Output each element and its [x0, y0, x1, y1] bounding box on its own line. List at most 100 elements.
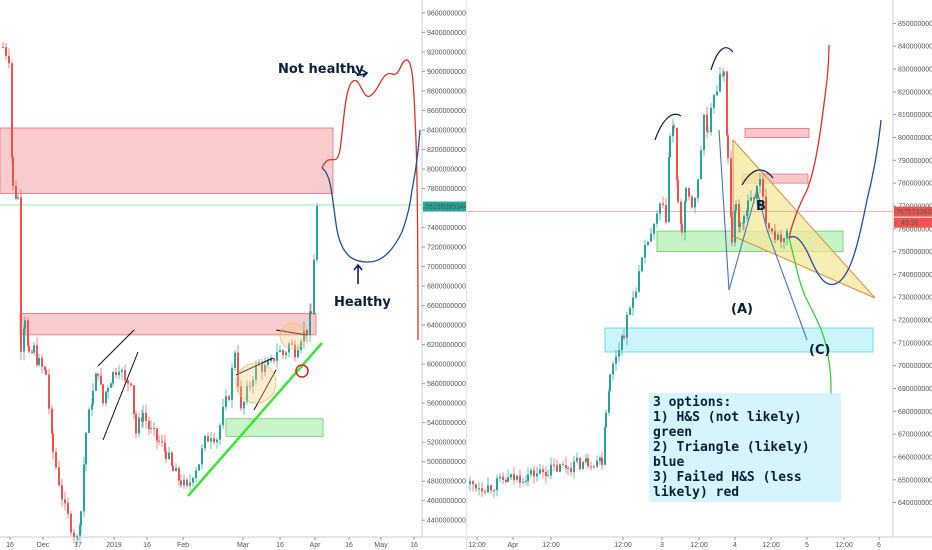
- candle-body: [612, 363, 614, 375]
- candle-body: [121, 370, 123, 372]
- candle-body: [765, 196, 767, 224]
- candle-body: [691, 196, 693, 208]
- options-note: 3 options: 1) H&S (not likely) green 2) …: [649, 393, 841, 502]
- candle-body: [316, 205, 318, 260]
- y-tick-label: 6200000000: [427, 342, 466, 349]
- candle-body: [726, 71, 728, 136]
- candle-body: [731, 216, 733, 243]
- x-tick-label: 4: [733, 542, 737, 549]
- y-tick-label: 7400000000: [427, 225, 466, 232]
- candle-body: [91, 404, 93, 410]
- candle-body: [33, 345, 35, 353]
- note-line-3: 2) Triangle (likely) blue: [653, 440, 810, 470]
- candle-body: [48, 374, 50, 409]
- candle-body: [688, 187, 690, 197]
- x-tick-label: 16: [345, 542, 353, 549]
- candle-body: [198, 464, 200, 471]
- candle-body: [207, 435, 209, 442]
- candle-body: [747, 200, 749, 212]
- candle-body: [599, 457, 601, 461]
- blue-triangle-path: [788, 119, 882, 286]
- last-price-label: 76757334310: [896, 209, 932, 216]
- candle-body: [681, 223, 683, 233]
- y-tick-label: 6400000000: [427, 323, 466, 330]
- candle-body: [783, 238, 785, 243]
- last-price-badge: [894, 206, 932, 217]
- candle-body: [219, 425, 221, 440]
- candle-body: [189, 482, 191, 486]
- y-tick-label: 8000000000: [427, 166, 466, 173]
- candle-body: [481, 488, 483, 492]
- candle-body: [135, 414, 137, 434]
- candle-body: [61, 485, 63, 500]
- candle-body: [252, 379, 254, 387]
- note-line-4: 3) Failed H&S (less likely) red: [653, 470, 802, 500]
- candle-body: [621, 335, 623, 351]
- candle-body: [605, 412, 607, 428]
- y-tick-label: 8400000000: [427, 127, 466, 134]
- candle-body: [697, 179, 699, 198]
- candle-body: [20, 197, 22, 352]
- zone-rect: [604, 327, 874, 353]
- candle-body: [525, 480, 527, 482]
- candle-body: [36, 345, 38, 365]
- candle-body: [79, 525, 81, 537]
- x-tick-label: 12:00: [542, 542, 560, 549]
- y-tick-label: 4800000000: [427, 479, 466, 486]
- candle-body: [753, 197, 755, 199]
- y-tick-label: 7200000000: [898, 318, 932, 325]
- candle-body: [142, 412, 144, 422]
- candle-body: [76, 536, 78, 538]
- left-price-chart[interactable]: 4400000000 4600000000 4800000000 5000000000…: [0, 0, 466, 550]
- candle-body: [309, 311, 311, 336]
- x-tick-label: 12:00: [614, 542, 632, 549]
- head-arc: [710, 47, 734, 71]
- candle-body: [153, 427, 155, 429]
- y-tick-label: 8000000000: [898, 135, 932, 142]
- candle-body: [593, 466, 595, 468]
- candle-body: [282, 350, 284, 355]
- candle-body: [118, 371, 120, 376]
- y-tick-label: 7600000000: [898, 226, 932, 233]
- candle-body: [777, 234, 779, 240]
- zone-rect: [744, 127, 810, 138]
- x-tick-label: Mar: [237, 542, 250, 549]
- candle-body: [739, 222, 741, 227]
- candle-body: [270, 358, 272, 361]
- candle-body: [668, 156, 670, 223]
- shoulder-arc: [741, 169, 774, 186]
- candle-body: [51, 408, 53, 434]
- candle-body: [243, 401, 245, 409]
- y-tick-label: 7500000000: [898, 249, 932, 256]
- x-tick-label: Apr: [310, 542, 322, 549]
- y-tick-label: 5400000000: [427, 420, 466, 427]
- candle-body: [700, 150, 702, 180]
- x-tick-label: 5: [805, 542, 809, 549]
- candle-body: [249, 386, 251, 388]
- right-price-chart[interactable]: 6400000000650000000066000000006700000000…: [467, 0, 932, 550]
- y-tick-label: 7000000000: [898, 363, 932, 370]
- candle-body: [24, 320, 26, 329]
- candle-body: [216, 439, 218, 443]
- candle-body: [276, 351, 278, 361]
- candle-body: [576, 457, 578, 462]
- candle-body: [669, 136, 671, 157]
- right-chart-panel[interactable]: 6400000000650000000066000000006700000000…: [466, 0, 932, 550]
- y-tick-label: 5000000000: [427, 459, 466, 466]
- candle-body: [550, 464, 552, 476]
- candle-body: [273, 358, 275, 361]
- candle-body: [585, 458, 587, 462]
- candle-body: [527, 474, 529, 481]
- left-chart-panel[interactable]: 4400000000 4600000000 4800000000 5000000000…: [0, 0, 466, 550]
- candle-body: [510, 474, 512, 478]
- y-tick-label: 8200000000: [898, 89, 932, 96]
- candle-body: [12, 156, 14, 187]
- candle-body: [168, 452, 170, 459]
- pattern-line: [253, 369, 277, 411]
- candle-body: [650, 233, 652, 242]
- wave-a-label: (A): [731, 302, 753, 317]
- candle-body: [145, 412, 147, 421]
- candle-body: [738, 203, 740, 227]
- x-tick-label: Apr: [508, 542, 520, 549]
- candle-body: [201, 448, 203, 465]
